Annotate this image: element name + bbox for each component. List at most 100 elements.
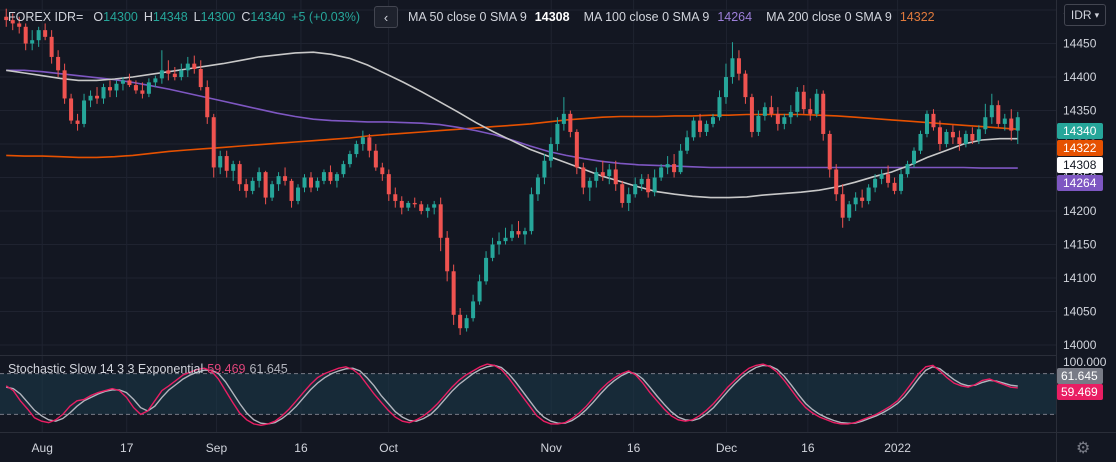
candle <box>302 174 307 193</box>
candle-body <box>95 95 100 99</box>
candle <box>425 204 430 218</box>
candle-body <box>302 177 307 188</box>
collapse-legend-button[interactable]: ‹ <box>373 6 398 28</box>
candle-body <box>535 177 540 195</box>
candle-body <box>834 169 839 195</box>
candle <box>367 133 372 158</box>
low-value: 14300 <box>200 10 236 24</box>
candle-body <box>4 16 9 21</box>
candle-body <box>36 30 41 41</box>
candle <box>620 180 625 208</box>
candle <box>4 8 9 27</box>
ma200-value: 14322 <box>899 10 935 24</box>
candle-body <box>172 73 177 78</box>
candle <box>989 93 994 124</box>
candle <box>477 274 482 305</box>
candle <box>633 177 638 198</box>
candle-body <box>503 237 508 242</box>
candle-body <box>996 105 1001 124</box>
candle <box>95 87 100 104</box>
candle-body <box>334 174 339 181</box>
ma100-label[interactable]: MA 100 close 0 SMA 9 <box>583 10 710 24</box>
candle-body <box>354 144 359 155</box>
candle-body <box>756 115 761 132</box>
price-label-text: 14322 <box>1063 141 1097 155</box>
candle <box>568 110 573 138</box>
candle <box>347 150 352 168</box>
time-axis[interactable]: Aug 17 Sep 16 Oct Nov 16 Dec 16 2022 <box>32 441 912 455</box>
candle-body <box>237 164 242 185</box>
candle-body <box>866 187 871 201</box>
candle-body <box>263 172 268 198</box>
candle-body <box>574 131 579 168</box>
price-axis[interactable]: 1450014450144001435014300142501420014150… <box>1057 3 1103 352</box>
time-tick-label: Sep <box>206 441 228 455</box>
candle <box>607 164 612 185</box>
time-tick-label: Aug <box>32 441 53 455</box>
candle-body <box>179 70 184 78</box>
candle <box>198 60 203 91</box>
candle <box>574 129 579 175</box>
candle-body <box>321 172 326 181</box>
candle-body <box>912 150 917 165</box>
candle <box>445 231 450 282</box>
candle <box>672 154 677 178</box>
candle-body <box>451 271 456 315</box>
stochastic-k-value: 59.469 <box>207 362 246 376</box>
candle-body <box>153 78 158 83</box>
candle-body <box>328 172 333 181</box>
time-tick-label: 16 <box>294 441 308 455</box>
candle <box>782 113 787 130</box>
candle <box>581 162 586 195</box>
time-tick-label: Oct <box>379 441 398 455</box>
candle-body <box>944 131 949 145</box>
open-label: O <box>93 10 104 24</box>
candle <box>509 224 515 242</box>
candle <box>172 66 177 81</box>
candle <box>736 50 741 81</box>
ma50-label[interactable]: MA 50 close 0 SMA 9 <box>407 10 527 24</box>
candle <box>250 177 255 195</box>
candle-body <box>672 164 677 173</box>
candle-body <box>412 202 417 205</box>
candle <box>685 130 690 155</box>
candle-body <box>827 133 832 170</box>
candle <box>594 167 599 188</box>
candle <box>393 187 398 208</box>
currency-button[interactable]: IDR ▾ <box>1064 4 1106 26</box>
candle <box>88 90 93 108</box>
candle-body <box>296 187 301 201</box>
candle-body <box>775 113 780 124</box>
candle-body <box>140 90 145 94</box>
candle-body <box>464 318 469 329</box>
candle-body <box>308 177 314 188</box>
low-label: L <box>193 10 201 24</box>
candle-body <box>23 26 28 44</box>
gear-icon[interactable]: ⚙ <box>1076 440 1091 457</box>
time-tick-label: Dec <box>716 441 737 455</box>
candle <box>43 23 48 41</box>
candle-body <box>659 167 664 178</box>
candle <box>814 89 819 118</box>
time-tick-label: 16 <box>627 441 641 455</box>
candle-body <box>730 58 735 78</box>
stochastic-legend[interactable]: Stochastic Slow 14 3 3 Exponential 59.469… <box>8 362 288 376</box>
candle-body <box>899 174 904 191</box>
candle-body <box>639 178 644 185</box>
candle <box>315 177 320 191</box>
price-label-text: 14308 <box>1063 158 1097 172</box>
close-label: C <box>241 10 251 24</box>
candle <box>296 184 301 205</box>
change-value: +5 (+0.03%) <box>291 10 360 24</box>
symbol-name[interactable]: FOREX IDR= <box>8 10 84 24</box>
pane-divider[interactable] <box>0 355 1056 356</box>
candle <box>769 95 774 118</box>
price-label-text: 14264 <box>1063 176 1097 190</box>
candle <box>354 140 359 158</box>
candle-body <box>646 178 651 193</box>
candle-body <box>847 204 852 218</box>
ma200-label[interactable]: MA 200 close 0 SMA 9 <box>766 10 892 24</box>
ma200-line <box>6 113 1018 159</box>
